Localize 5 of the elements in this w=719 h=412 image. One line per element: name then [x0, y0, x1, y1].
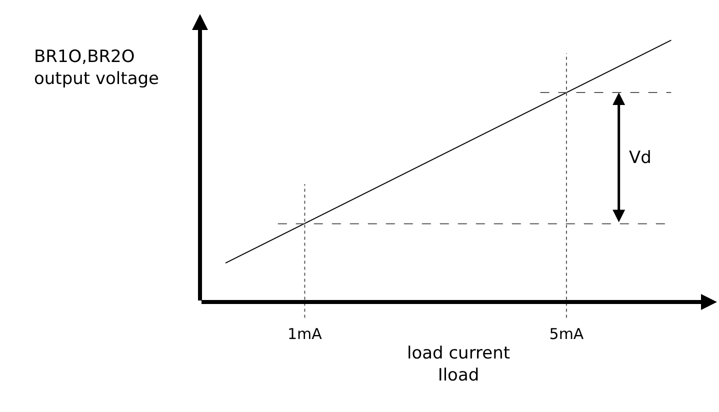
y-axis-title: BR1O,BR2O output voltage [34, 47, 159, 90]
x-tick-label: 1mA [288, 325, 323, 343]
x-tick-label: 5mA [549, 325, 584, 343]
x-axis-title: load current Iload [406, 343, 510, 386]
annotation: Vd [629, 148, 652, 168]
